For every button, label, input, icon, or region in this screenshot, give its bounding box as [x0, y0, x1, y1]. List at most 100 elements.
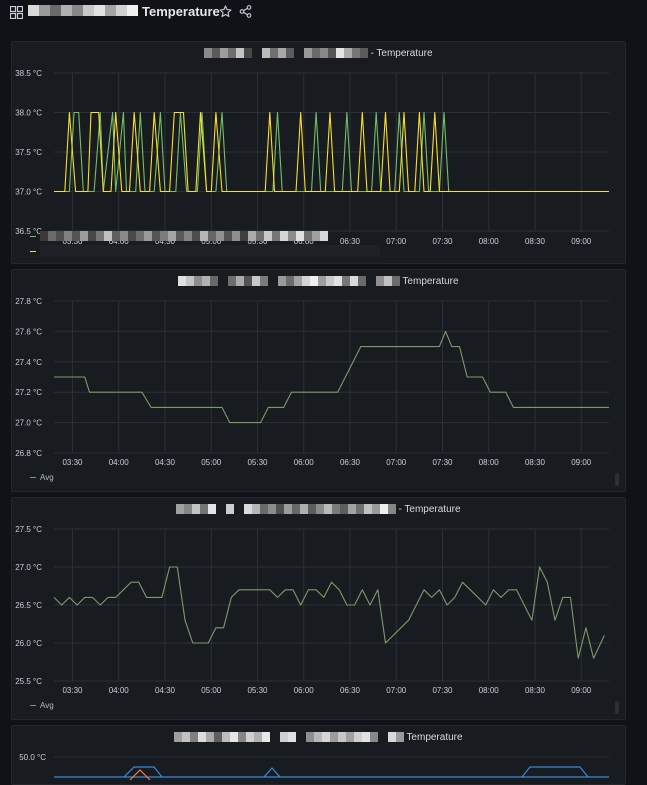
y-tick-label: 27.0 °C: [15, 419, 42, 428]
series-line-blue-peak-3: [521, 766, 589, 778]
x-tick-label: 08:30: [525, 686, 546, 695]
y-tick-label: 50.0 °C: [19, 753, 46, 762]
legend-swatch-green: [30, 235, 36, 237]
x-tick-label: 03:30: [62, 458, 83, 467]
legend-row-2: [30, 245, 380, 257]
legend-label-avg[interactable]: Avg: [40, 701, 54, 710]
y-tick-label: 27.2 °C: [15, 388, 42, 397]
y-tick-label: 37.0 °C: [15, 188, 42, 197]
legend-swatch-avg: [30, 477, 36, 478]
y-tick-label: 26.8 °C: [15, 449, 42, 458]
chart-temperature-4[interactable]: 50.0 °C: [12, 746, 626, 785]
series-line-green: [54, 111, 609, 193]
x-tick-label: 04:30: [155, 686, 176, 695]
series-line-avg: [53, 566, 605, 659]
legend: Avg: [30, 701, 54, 710]
y-tick-label: 26.0 °C: [15, 639, 42, 648]
x-tick-label: 08:30: [525, 458, 546, 467]
x-tick-label: 09:00: [571, 237, 592, 246]
legend-swatch-avg: [30, 705, 36, 706]
y-tick-label: 27.4 °C: [15, 358, 42, 367]
x-tick-label: 04:00: [109, 686, 130, 695]
x-tick-label: 09:00: [571, 686, 592, 695]
y-tick-label: 27.8 °C: [15, 297, 42, 306]
panel-title[interactable]: Temperature: [12, 730, 625, 744]
y-tick-label: 37.5 °C: [15, 148, 42, 157]
x-tick-label: 06:00: [294, 237, 315, 246]
legend: [30, 231, 328, 241]
chart-temperature-1[interactable]: 36.5 °C 37.0 °C 37.5 °C 38.0 °C 38.5 °C 03:30…: [12, 62, 626, 252]
panel-title[interactable]: Temperature: [12, 274, 625, 288]
x-tick-label: 04:30: [155, 237, 176, 246]
x-tick-label: 07:00: [386, 686, 407, 695]
apps-icon[interactable]: [10, 6, 23, 19]
series-line-blue-peak-1: [123, 766, 163, 778]
x-tick-label: 03:30: [62, 237, 83, 246]
x-tick-label: 07:30: [432, 237, 453, 246]
panel-title-redacted: [176, 504, 397, 514]
y-tick-label: 26.5 °C: [15, 601, 42, 610]
y-tick-label: 27.0 °C: [15, 563, 42, 572]
temperature-panel-2[interactable]: Temperature 26.8 °C 27.0 °C 27.2 °C 27.4 °C…: [11, 269, 626, 492]
panel-title-redacted: [174, 732, 405, 742]
legend-label-avg[interactable]: Avg: [40, 473, 54, 482]
legend-series-name-redacted-2[interactable]: [40, 245, 380, 257]
legend-scrollbar[interactable]: [615, 701, 619, 714]
star-icon[interactable]: [219, 5, 232, 18]
y-tick-label: 38.5 °C: [15, 69, 42, 78]
x-tick-label: 05:30: [247, 686, 268, 695]
share-icon[interactable]: [239, 5, 252, 18]
temperature-panel-3[interactable]: - Temperature 25.5 °C 26.0 °C 26.5 °C 27.0 …: [11, 497, 626, 720]
panel-title[interactable]: - Temperature: [12, 502, 625, 516]
legend-scrollbar[interactable]: [615, 473, 619, 486]
panel-title-text: Temperature: [402, 275, 459, 287]
series-line-avg: [54, 330, 609, 424]
x-tick-label: 07:00: [386, 237, 407, 246]
x-tick-label: 09:00: [571, 458, 592, 467]
x-tick-label: 05:00: [201, 237, 222, 246]
x-tick-label: 05:30: [247, 458, 268, 467]
chart-temperature-3[interactable]: 25.5 °C 26.0 °C 26.5 °C 27.0 °C 27.5 °C 03:30…: [12, 520, 626, 700]
legend-swatch-yellow: [30, 250, 36, 252]
chart-temperature-2[interactable]: 26.8 °C 27.0 °C 27.2 °C 27.4 °C 27.6 °C 27.8 …: [12, 292, 626, 472]
panel-title[interactable]: - Temperature: [12, 46, 625, 60]
panel-title-redacted: [204, 48, 369, 58]
x-tick-label: 05:00: [201, 686, 222, 695]
legend-series-name-redacted[interactable]: [40, 231, 328, 241]
series-line-blue-peak-2: [263, 767, 281, 778]
x-tick-label: 07:30: [432, 686, 453, 695]
x-tick-label: 07:00: [386, 458, 407, 467]
dashboard-title[interactable]: Temperature: [142, 4, 220, 19]
x-tick-label: 04:00: [109, 237, 130, 246]
panel-title-text: Temperature: [406, 731, 463, 743]
folder-breadcrumb-redacted[interactable]: [28, 5, 138, 16]
x-tick-label: 04:30: [155, 458, 176, 467]
panel-title-redacted: [178, 276, 401, 286]
x-tick-label: 06:30: [340, 686, 361, 695]
panel-title-text: - Temperature: [398, 503, 461, 515]
legend: Avg: [30, 473, 54, 482]
y-tick-label: 27.5 °C: [15, 525, 42, 534]
x-tick-label: 04:00: [109, 458, 130, 467]
x-tick-label: 06:00: [294, 686, 315, 695]
y-tick-label: 36.5 °C: [15, 227, 42, 236]
x-tick-label: 03:30: [62, 686, 83, 695]
x-tick-label: 08:30: [525, 237, 546, 246]
x-tick-label: 05:00: [201, 458, 222, 467]
y-tick-label: 25.5 °C: [15, 677, 42, 686]
panel-title-text: - Temperature: [370, 47, 433, 59]
top-bar: Temperature: [0, 0, 647, 26]
temperature-panel-1[interactable]: - Temperature 36.5 °C 37.0 °C 37.5 °C 38.0 …: [11, 41, 626, 264]
series-line-yellow: [54, 111, 609, 193]
x-tick-label: 08:00: [479, 237, 500, 246]
x-tick-label: 08:00: [479, 458, 500, 467]
x-tick-label: 06:30: [340, 237, 361, 246]
x-tick-label: 07:30: [432, 458, 453, 467]
x-tick-label: 06:30: [340, 458, 361, 467]
y-tick-label: 38.0 °C: [15, 109, 42, 118]
series-line-orange: [129, 769, 151, 781]
x-tick-label: 05:30: [247, 237, 268, 246]
x-tick-label: 08:00: [479, 686, 500, 695]
y-tick-label: 27.6 °C: [15, 327, 42, 336]
temperature-panel-4[interactable]: Temperature 50.0 °C: [11, 725, 626, 785]
